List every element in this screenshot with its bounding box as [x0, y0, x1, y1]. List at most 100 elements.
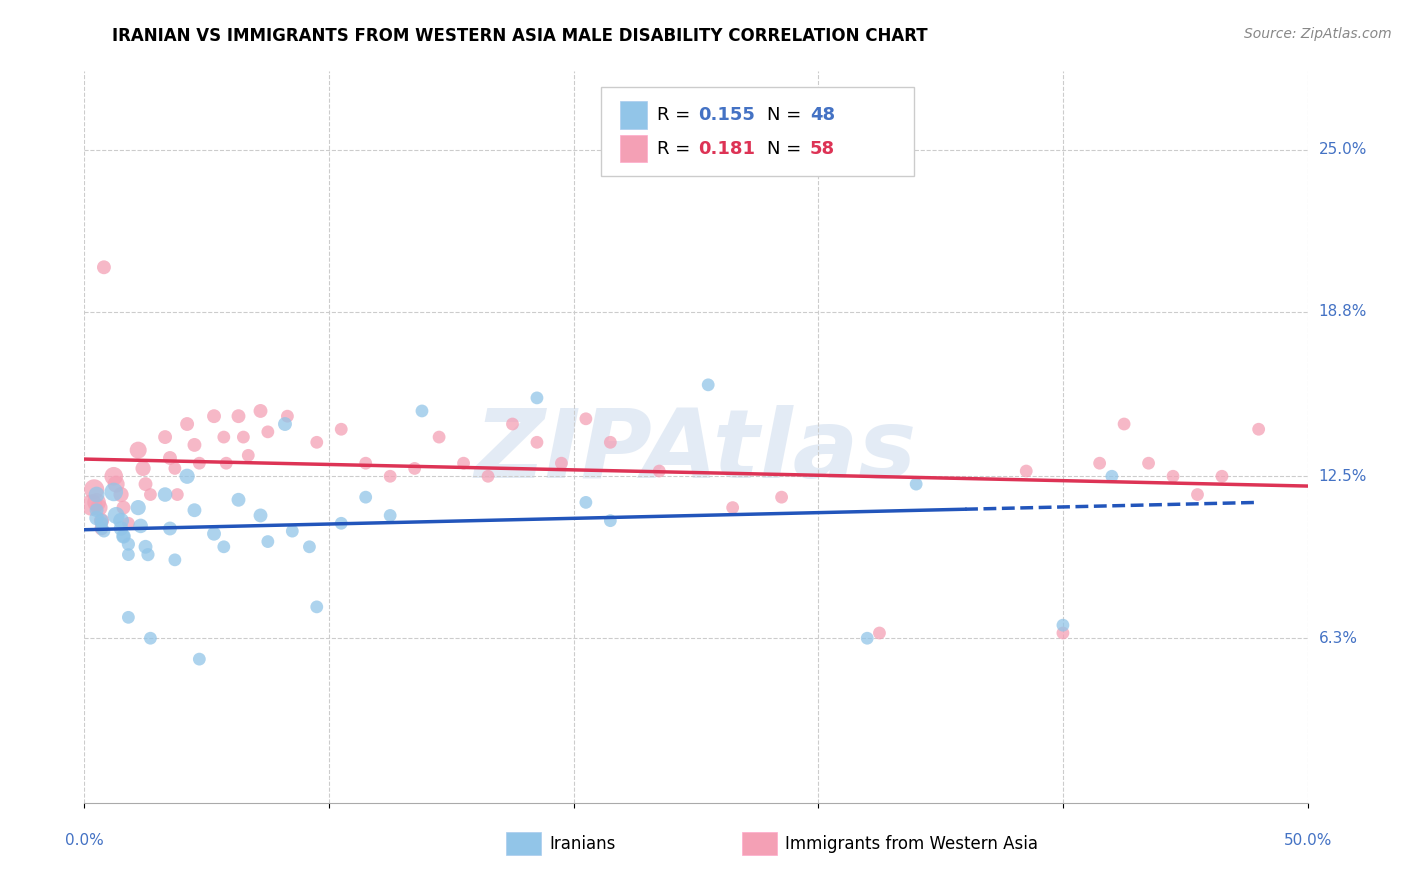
Point [83, 483, 105, 497]
Point [188, 456, 211, 470]
Point [380, 469, 402, 483]
Point [163, 553, 186, 567]
Point [80, 498, 103, 512]
Point [228, 409, 250, 424]
Point [228, 492, 250, 507]
Point [90, 516, 112, 531]
Point [1211, 469, 1233, 483]
Point [856, 632, 879, 646]
Point [477, 469, 499, 483]
Point [305, 599, 328, 614]
Point [330, 516, 353, 531]
Text: IRANIAN VS IMMIGRANTS FROM WESTERN ASIA MALE DISABILITY CORRELATION CHART: IRANIAN VS IMMIGRANTS FROM WESTERN ASIA … [112, 27, 928, 45]
Point [87, 500, 110, 515]
Point [550, 456, 572, 470]
Point [112, 500, 135, 515]
Point [249, 508, 271, 523]
Point [86, 511, 108, 525]
Text: ZIPAtlas: ZIPAtlas [475, 405, 917, 499]
Point [232, 430, 254, 444]
Point [110, 487, 132, 501]
Point [110, 521, 132, 535]
Point [110, 514, 132, 528]
Point [129, 519, 152, 533]
Text: 0.181: 0.181 [699, 140, 755, 158]
Point [354, 456, 377, 470]
Text: 25.0%: 25.0% [1319, 142, 1367, 157]
Point [1101, 469, 1123, 483]
Point [86, 503, 108, 517]
FancyBboxPatch shape [620, 135, 647, 162]
Text: 0.0%: 0.0% [65, 833, 104, 848]
Point [238, 448, 260, 462]
Point [105, 477, 128, 491]
Point [159, 450, 181, 465]
FancyBboxPatch shape [600, 87, 914, 176]
Point [90, 521, 112, 535]
Point [166, 487, 188, 501]
FancyBboxPatch shape [742, 832, 776, 855]
Point [176, 417, 198, 431]
Point [1052, 626, 1074, 640]
Point [103, 469, 125, 483]
Point [90, 521, 112, 535]
Point [163, 461, 186, 475]
Point [202, 526, 225, 541]
Point [86, 495, 108, 509]
Point [257, 425, 280, 439]
Point [112, 529, 135, 543]
Point [86, 487, 108, 501]
Point [183, 438, 205, 452]
Point [93, 524, 115, 538]
Point [599, 514, 621, 528]
Point [575, 495, 598, 509]
Point [212, 430, 235, 444]
Point [526, 435, 548, 450]
Point [354, 490, 377, 504]
Point [1015, 464, 1038, 478]
Point [159, 521, 181, 535]
Point [648, 464, 671, 478]
Point [869, 626, 891, 640]
Point [153, 430, 176, 444]
Point [276, 409, 298, 424]
Point [212, 540, 235, 554]
Point [93, 260, 115, 275]
Point [117, 537, 139, 551]
FancyBboxPatch shape [506, 832, 541, 855]
Point [127, 443, 149, 458]
Text: 48: 48 [810, 106, 835, 124]
Point [103, 485, 125, 500]
Text: R =: R = [657, 140, 696, 158]
Point [1052, 618, 1074, 632]
Point [281, 524, 304, 538]
Point [176, 469, 198, 483]
Point [90, 514, 112, 528]
Text: R =: R = [657, 106, 696, 124]
Text: 18.8%: 18.8% [1319, 304, 1367, 319]
Point [249, 404, 271, 418]
Point [183, 503, 205, 517]
Point [298, 540, 321, 554]
Point [257, 534, 280, 549]
Point [1187, 487, 1209, 501]
Text: Source: ZipAtlas.com: Source: ZipAtlas.com [1244, 27, 1392, 41]
Text: N =: N = [766, 106, 807, 124]
Point [153, 487, 176, 501]
Point [502, 417, 524, 431]
Point [1161, 469, 1184, 483]
Point [215, 456, 238, 470]
Point [905, 477, 928, 491]
Text: 58: 58 [810, 140, 835, 158]
Point [274, 417, 297, 431]
Point [380, 508, 402, 523]
Point [117, 610, 139, 624]
Text: 50.0%: 50.0% [1284, 833, 1331, 848]
Text: N =: N = [766, 140, 807, 158]
Text: 12.5%: 12.5% [1319, 469, 1367, 483]
Point [1114, 417, 1136, 431]
FancyBboxPatch shape [620, 101, 647, 128]
Point [770, 490, 793, 504]
Point [117, 516, 139, 531]
Point [202, 409, 225, 424]
